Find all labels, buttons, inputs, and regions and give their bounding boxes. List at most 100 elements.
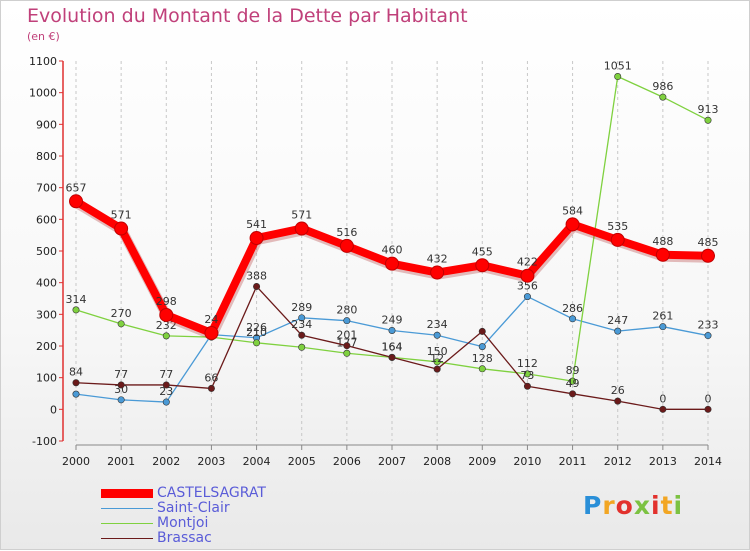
data-label-castelsagrat: 485 xyxy=(698,236,719,249)
data-point-montjoi xyxy=(72,306,80,314)
x-tick-label: 2012 xyxy=(604,455,632,468)
data-point-brassac xyxy=(523,382,531,390)
data-label-castelsagrat: 422 xyxy=(517,256,538,269)
data-point-saint-clair xyxy=(704,332,712,340)
data-point-montjoi xyxy=(659,93,667,101)
x-tick-label: 2005 xyxy=(288,455,316,468)
data-point-castelsagrat xyxy=(294,221,309,236)
data-label-brassac: 0 xyxy=(705,392,712,405)
data-point-brassac xyxy=(343,342,351,350)
data-point-castelsagrat xyxy=(69,194,83,209)
data-label-saint-clair: 286 xyxy=(562,302,583,315)
x-tick-label: 2008 xyxy=(423,455,451,468)
data-point-brassac xyxy=(72,379,80,387)
data-point-castelsagrat xyxy=(475,258,490,273)
data-label-saint-clair: 30 xyxy=(114,383,128,396)
data-label-castelsagrat: 24 xyxy=(204,313,218,326)
data-label-castelsagrat: 535 xyxy=(607,220,628,233)
data-label-montjoi: 150 xyxy=(427,345,448,358)
y-tick-label: 0 xyxy=(50,403,57,416)
chart-subtitle: (en €) xyxy=(27,30,60,43)
data-point-castelsagrat xyxy=(655,247,670,262)
data-label-castelsagrat: 571 xyxy=(111,209,132,222)
x-tick-label: 2006 xyxy=(333,455,361,468)
data-point-saint-clair xyxy=(614,327,622,335)
data-label-brassac: 388 xyxy=(246,269,267,282)
x-tick-label: 2013 xyxy=(649,455,677,468)
data-label-brassac: 84 xyxy=(69,366,83,379)
data-label-castelsagrat: 460 xyxy=(382,244,403,257)
legend-item-montjoi: Montjoi xyxy=(101,516,266,531)
data-point-brassac xyxy=(704,405,712,413)
data-label-castelsagrat: 571 xyxy=(291,209,312,222)
legend-item-castelsagrat: CASTELSAGRAT xyxy=(101,486,266,501)
data-point-castelsagrat xyxy=(339,238,354,253)
x-tick-label: 2001 xyxy=(107,455,135,468)
y-tick-label: 600 xyxy=(36,213,57,226)
data-label-castelsagrat: 488 xyxy=(652,235,673,248)
y-tick-label: 1100 xyxy=(29,55,57,68)
data-point-montjoi xyxy=(614,73,622,81)
data-point-brassac xyxy=(569,390,577,398)
data-point-castelsagrat xyxy=(204,326,219,341)
data-point-montjoi xyxy=(162,332,170,340)
data-label-saint-clair: 234 xyxy=(427,318,448,331)
data-point-castelsagrat xyxy=(565,217,580,232)
data-label-saint-clair: 226 xyxy=(246,321,267,334)
x-tick-label: 2014 xyxy=(694,455,722,468)
data-label-saint-clair: 23 xyxy=(159,385,173,398)
data-point-castelsagrat xyxy=(430,265,445,280)
x-tick-label: 2007 xyxy=(378,455,406,468)
x-tick-label: 2000 xyxy=(62,455,90,468)
data-point-montjoi xyxy=(569,377,577,385)
y-tick-label: 300 xyxy=(36,308,57,321)
data-label-castelsagrat: 298 xyxy=(156,295,177,308)
data-point-montjoi xyxy=(433,358,441,366)
data-label-brassac: 234 xyxy=(291,318,312,331)
x-tick-label: 2002 xyxy=(152,455,180,468)
data-point-brassac xyxy=(614,397,622,405)
data-label-brassac: 77 xyxy=(114,368,128,381)
data-label-montjoi: 89 xyxy=(566,364,580,377)
data-point-saint-clair xyxy=(388,326,396,334)
data-label-saint-clair: 356 xyxy=(517,280,538,293)
legend-label-castelsagrat: CASTELSAGRAT xyxy=(157,485,266,501)
data-point-brassac xyxy=(117,381,125,389)
legend-swatch-castelsagrat xyxy=(101,489,153,498)
data-label-montjoi: 210 xyxy=(246,326,267,339)
chart-title: Evolution du Montant de la Dette par Hab… xyxy=(27,5,468,27)
x-tick-label: 2010 xyxy=(513,455,541,468)
data-point-saint-clair xyxy=(569,315,577,323)
y-tick-label: -100 xyxy=(32,435,57,448)
legend-label-montjoi: Montjoi xyxy=(157,515,209,531)
data-point-castelsagrat xyxy=(385,256,399,271)
data-point-brassac xyxy=(388,353,396,361)
data-point-castelsagrat xyxy=(249,231,264,246)
data-label-brassac: 73 xyxy=(520,369,534,382)
data-point-montjoi xyxy=(117,320,125,328)
y-tick-label: 900 xyxy=(36,118,57,131)
data-label-brassac: 77 xyxy=(159,368,173,381)
data-label-brassac: 49 xyxy=(566,377,580,390)
data-point-montjoi xyxy=(298,343,306,351)
data-label-castelsagrat: 541 xyxy=(246,218,267,231)
data-point-brassac xyxy=(478,327,486,335)
data-point-brassac xyxy=(253,282,261,290)
data-label-castelsagrat: 432 xyxy=(427,253,448,266)
data-point-saint-clair xyxy=(298,314,306,322)
data-point-montjoi xyxy=(343,349,351,357)
data-label-brassac: 12 xyxy=(430,352,444,365)
data-point-saint-clair xyxy=(343,317,351,325)
data-label-montjoi: 112 xyxy=(517,357,538,370)
data-point-montjoi xyxy=(478,365,486,373)
data-label-castelsagrat: 584 xyxy=(562,204,583,217)
data-label-montjoi: 1051 xyxy=(604,60,632,73)
data-label-brassac: 66 xyxy=(204,371,218,384)
proxiti-logo: Proxiti xyxy=(583,491,684,520)
data-label-montjoi: 270 xyxy=(111,307,132,320)
data-label-saint-clair: 233 xyxy=(698,319,719,332)
data-label-montjoi: 913 xyxy=(698,103,719,116)
x-tick-label: 2003 xyxy=(197,455,225,468)
data-point-saint-clair xyxy=(523,293,531,301)
